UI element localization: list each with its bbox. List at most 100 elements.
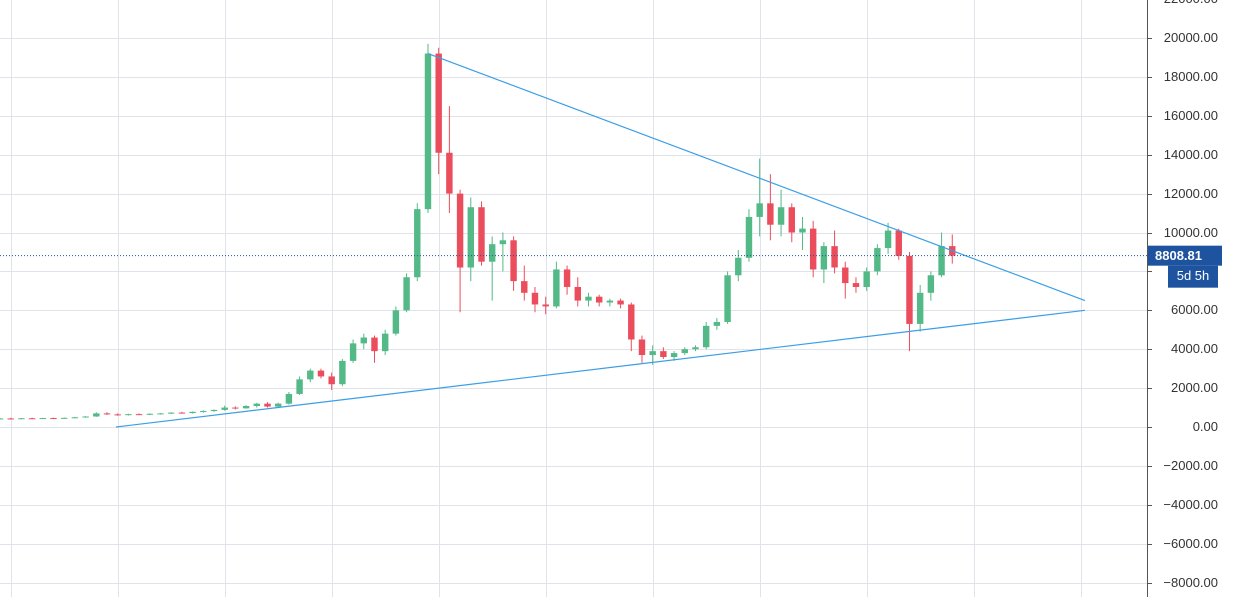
plot [0, 43, 1147, 428]
candle-body [895, 230, 902, 256]
candle-body [403, 277, 410, 311]
candle-body [189, 411, 196, 414]
candle-body [499, 240, 507, 245]
candle-body [745, 216, 753, 258]
y-tick-label: −4000.00 [1163, 497, 1218, 512]
candle-body [692, 347, 699, 350]
candle-body [927, 275, 935, 293]
candle-body [735, 257, 742, 276]
y-tick-label: 6000.00 [1171, 302, 1218, 317]
candle-body [628, 304, 635, 340]
price-label-box [1148, 245, 1222, 266]
price-label: 8808.81 [1155, 248, 1202, 263]
candle-body [585, 296, 592, 301]
candle-body [414, 209, 421, 278]
candle-body [200, 411, 207, 413]
candle-body [349, 343, 357, 361]
candle-body [574, 286, 581, 301]
y-tick-label: −2000.00 [1163, 458, 1218, 473]
candle-body [884, 230, 892, 249]
candle-body [371, 337, 378, 352]
candle-body [831, 246, 838, 268]
candle-body [146, 413, 154, 415]
y-tick-label: 4000.00 [1171, 341, 1218, 356]
candle-body [392, 310, 400, 334]
candle-body [916, 292, 924, 324]
candle-body [360, 337, 367, 344]
y-tick-label: 14000.00 [1164, 147, 1218, 162]
candle-body [456, 193, 464, 268]
candle-body [135, 414, 143, 416]
candle-body [446, 152, 453, 194]
countdown-label: 5d 5h [1177, 268, 1210, 283]
candle-body [660, 351, 667, 357]
candle-body [307, 370, 314, 380]
candle-body [702, 325, 710, 348]
candle-body [296, 379, 303, 394]
candle-body [317, 370, 325, 377]
y-tick-label: 20000.00 [1164, 30, 1218, 45]
candle-body [531, 292, 539, 305]
candle-body [542, 304, 549, 307]
y-tick-label: −6000.00 [1163, 536, 1218, 551]
candle-body [167, 412, 175, 414]
y-tick-label: 18000.00 [1164, 69, 1218, 84]
candle-body [82, 416, 89, 418]
candle-body [724, 275, 731, 322]
candle-body [649, 351, 656, 356]
candle-body [157, 413, 164, 415]
countdown-box [1168, 265, 1218, 288]
candle-body [60, 417, 68, 419]
candle-body [799, 228, 806, 233]
candle-body [553, 269, 560, 307]
candle-body [606, 300, 614, 303]
candle-body [39, 418, 47, 420]
candle-body [242, 406, 250, 409]
candle-body [285, 393, 293, 404]
candle-body [339, 360, 346, 385]
candle-body [595, 296, 603, 303]
candle-body [264, 403, 271, 407]
candle-body [521, 281, 528, 293]
candle-body [510, 240, 517, 282]
candle-body [7, 418, 14, 420]
candle-body [424, 53, 432, 210]
candle-body [50, 418, 57, 420]
y-tick-label: 16000.00 [1164, 108, 1218, 123]
candle-body [178, 412, 186, 414]
candle-body [232, 407, 239, 409]
candle-body [938, 246, 945, 276]
candle-body [820, 246, 828, 270]
candle-body [103, 413, 111, 415]
candle-body [253, 403, 261, 407]
candle-body [18, 418, 25, 420]
candle-body [221, 407, 228, 410]
candle-body [210, 409, 218, 412]
candle-body [852, 283, 860, 287]
y-tick-label: 10000.00 [1164, 225, 1218, 240]
candle-body [670, 353, 678, 357]
candle-body [125, 414, 132, 416]
y-tick-label: 2000.00 [1171, 380, 1218, 395]
candle-body [767, 203, 774, 225]
candle-body [906, 255, 913, 324]
price-axis: 22000.00 20000.00 18000.00 16000.00 14000.00… [1147, 0, 1235, 597]
candle-body [863, 271, 870, 287]
y-tick-label: 22000.00 [1164, 0, 1218, 6]
grid [0, 0, 1147, 597]
candle-body [478, 207, 485, 262]
candle-body [93, 413, 100, 417]
candle-body [638, 339, 646, 356]
candle-body [713, 321, 721, 326]
candle-body [328, 376, 335, 385]
candle-body [563, 269, 571, 287]
candle-body [114, 414, 121, 416]
y-tick-label: −8000.00 [1163, 575, 1218, 590]
candle-body [777, 207, 785, 225]
candle-body [842, 267, 849, 284]
y-tick-label: 12000.00 [1164, 186, 1218, 201]
candle-body [756, 203, 763, 217]
candle-body [809, 228, 817, 270]
